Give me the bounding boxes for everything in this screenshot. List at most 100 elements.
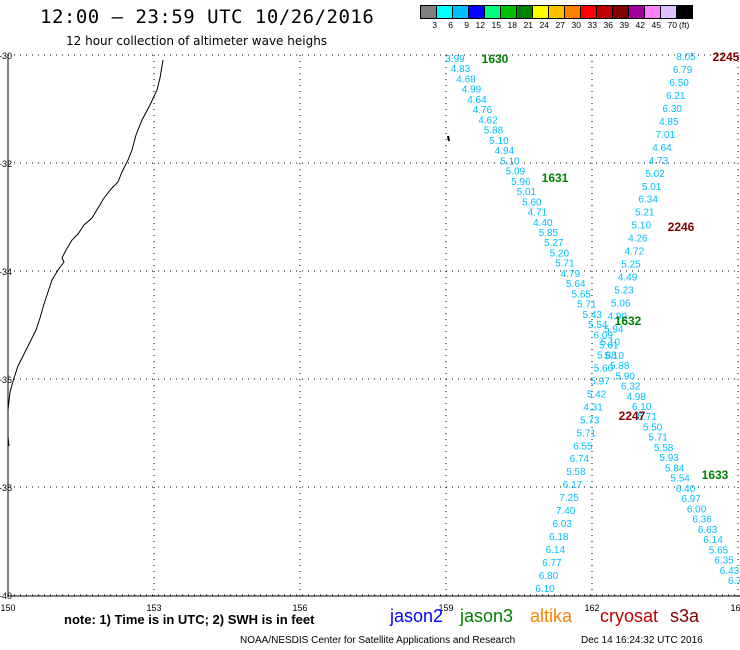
swh-value-pass2: 4.90 <box>607 312 627 323</box>
coastline <box>7 59 450 447</box>
legend-label: 42 <box>635 20 645 30</box>
swh-value-pass2: 7.40 <box>556 506 576 517</box>
swh-value-pass1: 6.63 <box>698 525 718 536</box>
swh-value-pass1: 6.10 <box>632 402 652 413</box>
swh-value-pass1: 5.10 <box>500 156 520 167</box>
swh-value-pass2: 4.72 <box>625 247 645 258</box>
legend-label: 27 <box>555 20 565 30</box>
swh-value-pass1: 4.99 <box>462 85 482 96</box>
swh-value-pass1: 6.40 <box>676 484 696 495</box>
swh-value-pass1: 5.96 <box>511 177 531 188</box>
swh-value-pass2: 5.60 <box>594 363 614 374</box>
swh-value-pass1: 5.71 <box>637 412 657 423</box>
lat-label: -34 <box>0 267 12 277</box>
swh-value-pass1: 5.60 <box>522 197 542 208</box>
coastline-path <box>7 59 164 411</box>
track-times: 1630 1631 1632 1633 2245 2246 2247 <box>482 50 740 482</box>
swh-value-pass2: 5.58 <box>566 467 586 478</box>
lon-label: 159 <box>438 603 453 613</box>
lon-label: 165 <box>730 603 740 613</box>
swh-value-pass2: 6.34 <box>638 195 658 206</box>
swh-value-pass2: 6.10 <box>535 584 555 595</box>
swh-value-pass2: 4.73 <box>649 156 669 167</box>
swh-value-pass1: 5.71 <box>555 259 575 270</box>
swh-value-pass1: 5.09 <box>506 167 526 178</box>
legend-unit: (ft) <box>679 20 690 30</box>
swh-value-pass1: 5.50 <box>643 422 663 433</box>
swh-value-pass2: 4.64 <box>652 143 672 154</box>
swh-value-pass1: 5.71 <box>648 433 668 444</box>
swh-value-pass1: 6.09 <box>594 330 614 341</box>
swh-value-pass1: 4.64 <box>467 95 487 106</box>
pass-time-label: 1630 <box>482 52 509 66</box>
swh-value-pass1: 6.00 <box>687 504 707 515</box>
footer-agency: NOAA/NESDIS Center for Satellite Applica… <box>240 635 516 646</box>
swh-value-pass1: 6.7 <box>728 576 740 587</box>
satellite-label-cryosat: cryosat <box>600 606 659 626</box>
map-grid <box>7 54 740 597</box>
lat-label: -32 <box>0 159 12 169</box>
swh-value-pass2: 5.01 <box>642 182 662 193</box>
swh-value-pass1: 5.88 <box>484 126 504 137</box>
legend-labels: 3 6 9 12 15 18 21 24 27 30 33 36 39 42 45 70 (ft) <box>421 20 693 30</box>
swh-value-pass2: 5.06 <box>611 299 631 310</box>
legend-label: 24 <box>539 20 549 30</box>
swh-value-pass2: 6.77 <box>542 558 562 569</box>
pass-time-label: 2247 <box>619 409 646 423</box>
swh-value-pass2: 6.74 <box>570 454 590 465</box>
swh-value-pass2: 4.26 <box>628 234 648 245</box>
swh-value-pass1: 6.43 <box>720 566 740 577</box>
swh-value-pass2: 5.88 <box>597 350 617 361</box>
swh-value-pass1: 5.65 <box>572 289 592 300</box>
swh-value-pass1: 4.62 <box>478 115 498 126</box>
swh-value-pass2: 7.25 <box>559 493 579 504</box>
coast-fragment <box>7 436 10 447</box>
swh-value-pass2: 6.18 <box>549 532 569 543</box>
swh-value-pass2: 6.50 <box>669 78 689 89</box>
swh-value-pass2: 6.03 <box>552 519 572 530</box>
swh-value-pass2: 4.31 <box>583 402 603 413</box>
legend-label: 70 <box>667 20 677 30</box>
swh-value-pass2: 6.80 <box>539 571 559 582</box>
swh-value-pass1: 4.40 <box>533 218 553 229</box>
swh-value-pass2: 5.10 <box>632 221 652 232</box>
swh-value-pass2: 7.01 <box>656 130 676 141</box>
legend-label: 45 <box>651 20 661 30</box>
legend-swatches <box>420 5 693 19</box>
island-mark <box>447 135 450 142</box>
footer-timestamp: Dec 14 16:24:32 UTC 2016 <box>581 635 703 646</box>
swh-value-pass1: 5.93 <box>659 453 679 464</box>
pass-time-label: 2246 <box>668 220 695 234</box>
lon-label: 150 <box>0 603 15 613</box>
legend-swatch <box>676 5 693 19</box>
swh-value-pass1: 4.98 <box>626 392 646 403</box>
pass-time-label: 2245 <box>713 50 740 64</box>
swh-value-pass2: 5.73 <box>580 415 600 426</box>
lat-label: -40 <box>0 591 12 601</box>
swh-value-pass2: 4.85 <box>659 117 679 128</box>
swh-value-pass2: 5.42 <box>587 389 607 400</box>
satellite-label-s3a: s3a <box>670 606 700 626</box>
swh-value-pass2: 6.21 <box>666 91 686 102</box>
swh-value-pass2: 5.10 <box>601 337 621 348</box>
swh-value-pass1: 5.54 <box>670 474 690 485</box>
swh-value-pass2: 5.02 <box>645 169 665 180</box>
legend-label: 30 <box>571 20 581 30</box>
swh-value-pass1: 6.97 <box>681 494 701 505</box>
swh-value-pass2: 5.23 <box>614 286 634 297</box>
swh-value-pass1: 5.85 <box>539 228 559 239</box>
swh-value-pass1: 5.65 <box>709 545 729 556</box>
track-values: 3.994.834.684.994.644.764.625.885.104.94… <box>445 52 740 595</box>
lat-label: -30 <box>0 51 12 61</box>
page-subtitle: 12 hour collection of altimeter wave hei… <box>66 34 328 48</box>
lon-label: 156 <box>292 603 307 613</box>
lon-label: 153 <box>146 603 161 613</box>
swh-value-pass1: 5.10 <box>489 136 509 147</box>
swh-value-pass2: 6.30 <box>663 104 683 115</box>
swh-value-pass1: 5.84 <box>665 463 685 474</box>
pass-time-label: 1632 <box>615 314 642 328</box>
legend-label: 6 <box>448 20 453 30</box>
satellite-label-jason2: jason2 <box>390 606 444 626</box>
swh-value-pass2: 6.14 <box>546 545 566 556</box>
